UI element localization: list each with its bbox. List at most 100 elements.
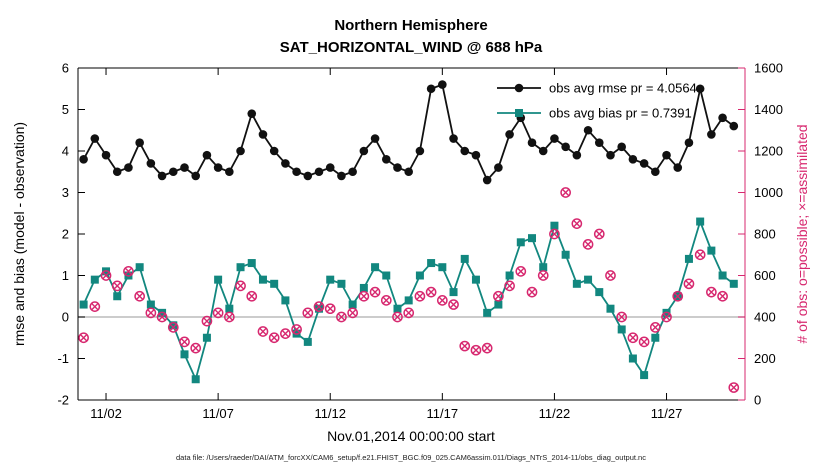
data-point-square-marker — [651, 333, 660, 342]
data-point-square-marker — [202, 333, 211, 342]
data-point-square-marker — [718, 271, 727, 280]
assimilated-obs-x-marker — [359, 292, 368, 301]
y-tick-label-right: 1200 — [754, 144, 783, 159]
assimilated-obs-x-marker — [505, 281, 514, 290]
possible-obs-circle-marker — [638, 336, 650, 348]
possible-obs-circle-marker — [167, 322, 179, 333]
possible-obs-circle-marker — [728, 382, 740, 393]
assimilated-obs-x-marker — [303, 308, 312, 317]
assimilated-obs-x-marker — [214, 308, 223, 317]
data-point-circle-marker — [482, 175, 492, 185]
possible-obs-circle-marker — [313, 301, 325, 312]
possible-obs-circle-marker — [605, 270, 616, 281]
y-tick-label-right: 1400 — [754, 102, 783, 117]
possible-obs-circle-marker — [302, 307, 314, 319]
possible-obs-circle-marker — [582, 239, 594, 250]
assimilated-obs-x-marker — [651, 323, 660, 332]
assimilated-obs-x-marker — [550, 229, 559, 239]
data-point-circle-marker — [415, 146, 425, 156]
data-point-circle-marker — [651, 167, 660, 177]
possible-obs-circle-marker — [100, 270, 112, 281]
assimilated-obs-x-marker — [169, 323, 178, 332]
possible-obs-circle-marker — [403, 307, 415, 319]
data-point-square-marker — [281, 296, 290, 305]
assimilated-obs-x-marker — [202, 317, 212, 326]
possible-obs-circle-marker — [515, 266, 527, 277]
assimilated-obs-x-marker — [225, 312, 234, 322]
data-point-circle-marker — [135, 138, 144, 147]
assimilated-obs-x-marker — [628, 333, 637, 342]
possible-obs-circle-marker — [683, 278, 695, 290]
data-point-square-marker — [415, 271, 424, 280]
assimilated-obs-x-marker — [438, 296, 447, 305]
assimilated-obs-x-marker — [640, 337, 649, 346]
assimilated-obs-x-marker — [427, 288, 436, 297]
data-point-circle-marker — [281, 159, 290, 168]
data-point-circle-marker — [594, 138, 604, 147]
data-point-circle-marker — [348, 167, 357, 177]
x-tick-label: 11/12 — [314, 406, 346, 421]
possible-obs-circle-marker — [448, 299, 459, 310]
assimilated-obs-x-marker — [270, 333, 279, 342]
data-file-caption: data file: /Users/raeder/DAI/ATM_forcXX/… — [176, 453, 646, 462]
data-point-square-marker — [584, 275, 593, 284]
assimilated-obs-x-marker — [673, 292, 682, 301]
data-point-square-marker — [326, 275, 335, 284]
data-point-circle-marker — [90, 134, 100, 143]
data-point-circle-marker — [684, 138, 694, 147]
possible-obs-circle-marker — [201, 315, 213, 327]
possible-obs-circle-marker — [717, 290, 728, 302]
assimilated-series — [79, 188, 738, 392]
possible-obs-circle-marker — [593, 228, 605, 240]
possible-obs-circle-marker — [571, 218, 583, 229]
data-point-circle-marker — [527, 138, 537, 147]
possible-obs-circle-marker — [123, 266, 134, 277]
rmse-series — [79, 80, 739, 185]
data-point-square-marker — [359, 283, 368, 292]
assimilated-obs-x-marker — [393, 312, 402, 322]
possible-obs-circle-marker — [78, 332, 89, 344]
data-point-square-marker — [449, 288, 458, 297]
data-point-circle-marker — [381, 155, 391, 164]
data-point-square-marker — [617, 325, 626, 334]
assimilated-obs-x-marker — [337, 312, 346, 322]
assimilated-obs-x-marker — [326, 304, 335, 313]
assimilated-obs-x-marker — [606, 271, 615, 280]
assimilated-obs-x-marker — [494, 292, 503, 301]
assimilated-obs-x-marker — [247, 292, 256, 301]
data-point-square-marker — [315, 304, 324, 313]
data-point-circle-marker — [695, 84, 705, 94]
assimilated-obs-x-marker — [404, 308, 413, 317]
legend-entry-rmse: obs avg rmse pr = 4.0564 — [497, 81, 697, 96]
possible-obs-circle-marker — [324, 303, 336, 315]
data-point-circle-marker — [494, 163, 503, 172]
data-point-circle-marker — [180, 163, 189, 172]
data-point-circle-marker — [236, 146, 245, 156]
possible-obs-circle-marker — [392, 311, 403, 323]
assimilated-obs-x-marker — [471, 346, 481, 355]
assimilated-obs-x-marker — [101, 271, 111, 280]
data-point-square-marker — [303, 337, 312, 346]
assimilated-obs-x-marker — [729, 383, 738, 392]
legend-label-rmse: obs avg rmse pr = 4.0564 — [549, 81, 697, 96]
y-tick-label-right: 1600 — [754, 61, 783, 76]
data-point-circle-marker — [292, 167, 301, 177]
data-point-circle-marker — [258, 130, 268, 139]
data-point-circle-marker — [561, 142, 570, 152]
data-point-circle-marker — [460, 146, 470, 156]
assimilated-obs-x-marker — [258, 327, 268, 336]
assimilated-obs-x-marker — [684, 279, 694, 288]
possible-obs-circle-marker — [179, 336, 190, 348]
possible-obs-circle-marker — [560, 187, 571, 198]
data-point-circle-marker — [505, 130, 514, 139]
data-point-square-marker — [516, 238, 525, 247]
possible-series — [78, 187, 740, 393]
possible-obs-circle-marker — [425, 286, 437, 298]
assimilated-obs-x-marker — [718, 292, 727, 301]
y-tick-label-right: 400 — [754, 310, 776, 325]
assimilated-obs-x-marker — [146, 308, 155, 317]
possible-obs-circle-marker — [347, 307, 358, 319]
data-point-square-marker — [561, 250, 570, 259]
x-tick-label: 11/27 — [651, 406, 683, 421]
assimilated-obs-x-marker — [460, 341, 469, 351]
